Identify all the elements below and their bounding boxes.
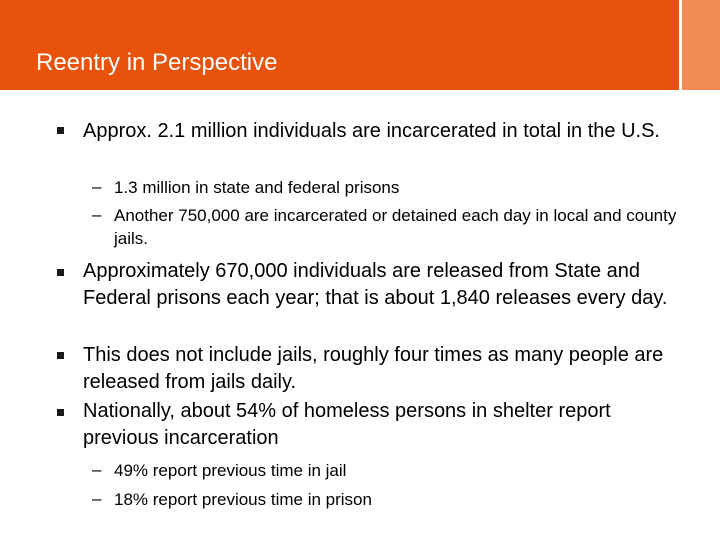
dash-icon: – (92, 205, 102, 224)
bullet-square-icon (57, 127, 64, 134)
bullet-square-icon (57, 269, 64, 276)
bullet-text-released-per-year: Approximately 670,000 individuals are re… (83, 260, 668, 309)
bullet-square-icon (57, 409, 64, 416)
header-divider-stripe (679, 0, 682, 90)
dash-icon: – (92, 177, 102, 196)
subitem-previous-prison: 18% report previous time in prison (114, 490, 372, 509)
subitem-previous-jail: 49% report previous time in jail (114, 461, 347, 480)
bullet-text-jails-not-included: This does not include jails, roughly fou… (83, 344, 664, 393)
subitem-local-county-jails: Another 750,000 are incarcerated or deta… (114, 206, 677, 248)
bullet-square-icon (57, 352, 64, 359)
header-main-panel (0, 0, 679, 90)
subitem-state-federal-prisons: 1.3 million in state and federal prisons (114, 178, 400, 197)
dash-icon: – (92, 460, 102, 479)
bullet-text-homeless-incarceration: Nationally, about 54% of homeless person… (83, 400, 611, 449)
bullet-text-incarcerated-total: Approx. 2.1 million individuals are inca… (83, 120, 660, 142)
dash-icon: – (92, 489, 102, 508)
slide-title: Reentry in Perspective (36, 49, 278, 76)
